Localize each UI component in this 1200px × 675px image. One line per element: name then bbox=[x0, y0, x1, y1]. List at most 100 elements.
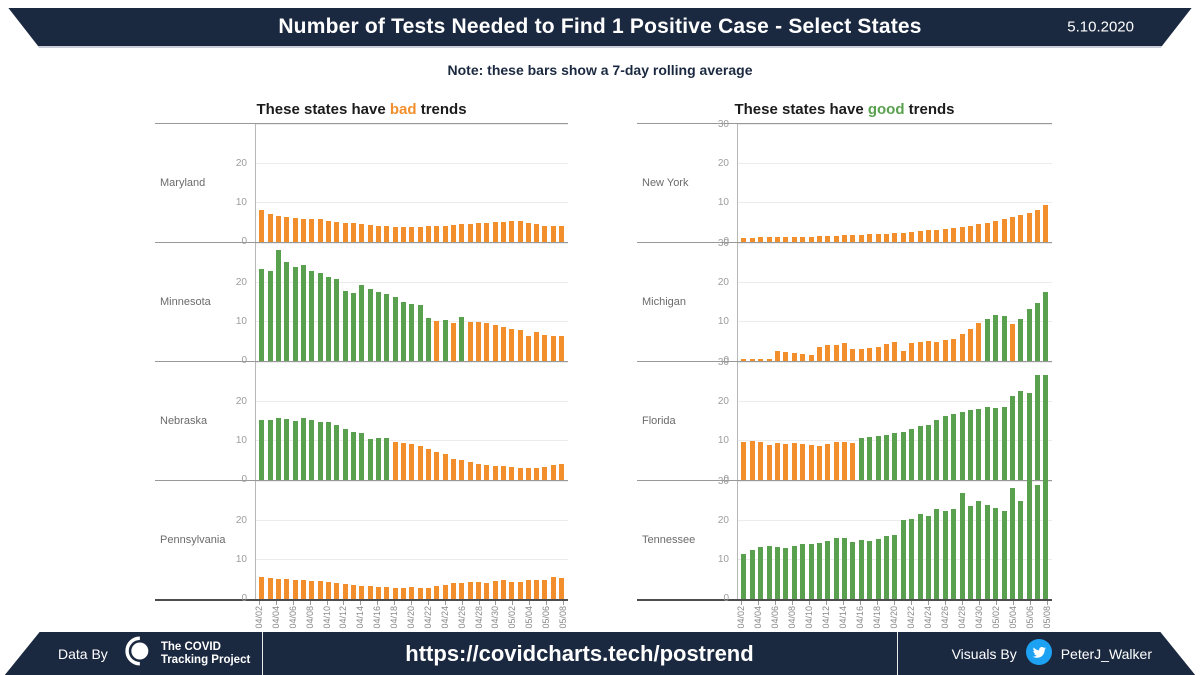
bar[interactable] bbox=[509, 467, 515, 480]
bar[interactable] bbox=[334, 583, 340, 599]
bar[interactable] bbox=[309, 219, 315, 242]
bar[interactable] bbox=[875, 234, 881, 242]
bar[interactable] bbox=[1018, 318, 1024, 361]
bar[interactable] bbox=[758, 547, 764, 599]
bar[interactable] bbox=[766, 237, 772, 242]
bar[interactable] bbox=[808, 444, 814, 480]
bar[interactable] bbox=[484, 465, 490, 480]
bar[interactable] bbox=[392, 226, 398, 242]
bar[interactable] bbox=[342, 290, 348, 361]
bar[interactable] bbox=[892, 433, 898, 480]
bar[interactable] bbox=[774, 442, 780, 480]
bar[interactable] bbox=[275, 215, 281, 242]
bar[interactable] bbox=[342, 429, 348, 480]
bar[interactable] bbox=[492, 465, 498, 480]
bar[interactable] bbox=[500, 580, 506, 599]
bar[interactable] bbox=[517, 220, 523, 242]
bar[interactable] bbox=[1035, 210, 1041, 242]
bar[interactable] bbox=[967, 409, 973, 480]
bar[interactable] bbox=[783, 548, 789, 599]
bar[interactable] bbox=[542, 335, 548, 361]
bar[interactable] bbox=[741, 238, 747, 242]
bar[interactable] bbox=[259, 209, 265, 242]
bar[interactable] bbox=[967, 225, 973, 242]
bar[interactable] bbox=[959, 226, 965, 242]
bar[interactable] bbox=[884, 233, 890, 242]
bar[interactable] bbox=[517, 581, 523, 599]
bar[interactable] bbox=[384, 587, 390, 599]
bar[interactable] bbox=[917, 426, 923, 480]
bar[interactable] bbox=[534, 580, 540, 599]
bar[interactable] bbox=[525, 222, 531, 242]
bar[interactable] bbox=[875, 436, 881, 480]
bar[interactable] bbox=[1009, 487, 1015, 599]
bar[interactable] bbox=[816, 445, 822, 480]
bar[interactable] bbox=[749, 441, 755, 480]
bar[interactable] bbox=[434, 320, 440, 361]
bar[interactable] bbox=[783, 444, 789, 480]
bar[interactable] bbox=[350, 584, 356, 599]
bar[interactable] bbox=[517, 329, 523, 361]
bar[interactable] bbox=[833, 345, 839, 361]
bar[interactable] bbox=[284, 418, 290, 480]
bar[interactable] bbox=[791, 442, 797, 480]
bar[interactable] bbox=[917, 231, 923, 242]
bar[interactable] bbox=[559, 226, 565, 242]
bar[interactable] bbox=[392, 297, 398, 361]
bar[interactable] bbox=[450, 323, 456, 361]
bar[interactable] bbox=[417, 587, 423, 599]
bar[interactable] bbox=[850, 234, 856, 242]
bar[interactable] bbox=[550, 577, 556, 599]
bar[interactable] bbox=[791, 353, 797, 361]
bar[interactable] bbox=[884, 435, 890, 480]
bar[interactable] bbox=[1001, 511, 1007, 599]
bar[interactable] bbox=[450, 583, 456, 599]
bar[interactable] bbox=[284, 261, 290, 361]
bar[interactable] bbox=[425, 588, 431, 599]
bar[interactable] bbox=[509, 221, 515, 242]
bar[interactable] bbox=[359, 224, 365, 242]
bar[interactable] bbox=[959, 334, 965, 361]
bar[interactable] bbox=[334, 221, 340, 242]
bar[interactable] bbox=[467, 462, 473, 480]
bar[interactable] bbox=[259, 269, 265, 361]
bar[interactable] bbox=[1026, 213, 1032, 242]
bar[interactable] bbox=[359, 284, 365, 361]
bar[interactable] bbox=[858, 348, 864, 361]
bar[interactable] bbox=[334, 425, 340, 480]
bar[interactable] bbox=[925, 516, 931, 599]
bar[interactable] bbox=[500, 221, 506, 242]
bar[interactable] bbox=[867, 347, 873, 361]
bar[interactable] bbox=[951, 414, 957, 480]
bar[interactable] bbox=[850, 349, 856, 361]
bar[interactable] bbox=[317, 422, 323, 480]
bar[interactable] bbox=[917, 341, 923, 361]
bar[interactable] bbox=[267, 213, 273, 242]
bar[interactable] bbox=[442, 584, 448, 599]
bar[interactable] bbox=[350, 432, 356, 480]
bar[interactable] bbox=[808, 236, 814, 242]
bar[interactable] bbox=[467, 322, 473, 361]
bar[interactable] bbox=[309, 420, 315, 480]
bar[interactable] bbox=[1009, 396, 1015, 480]
bar[interactable] bbox=[925, 424, 931, 480]
bar[interactable] bbox=[758, 441, 764, 480]
bar[interactable] bbox=[993, 508, 999, 599]
bar[interactable] bbox=[434, 451, 440, 480]
bar[interactable] bbox=[434, 586, 440, 599]
bar[interactable] bbox=[309, 581, 315, 599]
bar[interactable] bbox=[442, 453, 448, 480]
bar[interactable] bbox=[942, 416, 948, 480]
bar[interactable] bbox=[275, 578, 281, 599]
bar[interactable] bbox=[951, 509, 957, 599]
bar[interactable] bbox=[967, 506, 973, 599]
bar[interactable] bbox=[459, 459, 465, 480]
bar[interactable] bbox=[525, 336, 531, 361]
bar[interactable] bbox=[951, 227, 957, 242]
bar[interactable] bbox=[758, 359, 764, 361]
bar[interactable] bbox=[942, 228, 948, 242]
bar[interactable] bbox=[1035, 374, 1041, 480]
bar[interactable] bbox=[259, 577, 265, 599]
bar[interactable] bbox=[766, 358, 772, 361]
bar[interactable] bbox=[367, 224, 373, 242]
